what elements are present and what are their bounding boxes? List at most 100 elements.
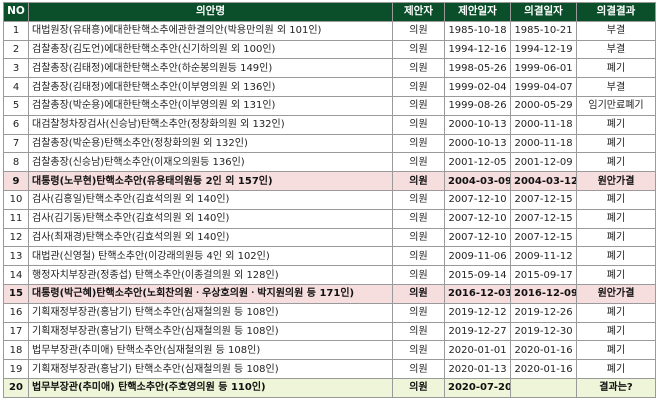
table-row: 12 검사(최재경)탄핵소추안(김효석의원 외 140인) 의원 2007-12-10… xyxy=(3,227,656,248)
cell-bill-name: 검찰총장(박순용)탄핵소추안(정창화의원 외 132인) xyxy=(28,133,393,154)
cell-no: 1 xyxy=(3,20,29,41)
cell-decided-date: 1999-06-01 xyxy=(510,58,577,79)
cell-proposed-date: 2007-12-10 xyxy=(444,227,511,248)
cell-result: 폐기 xyxy=(576,152,656,173)
cell-proposer: 의원 xyxy=(392,283,445,304)
cell-bill-name: 법무부장관(추미애) 탄핵소추안(심재철의원 등 108인) xyxy=(28,340,393,361)
cell-result: 폐기 xyxy=(576,189,656,210)
cell-proposer: 의원 xyxy=(392,189,445,210)
cell-proposed-date: 2020-01-13 xyxy=(444,359,511,379)
cell-proposed-date: 1994-12-16 xyxy=(444,39,511,60)
table-row: 15 대통령(박근혜)탄핵소추안(노회찬의원ㆍ우상호의원ㆍ박지원의원 등 171인… xyxy=(3,283,656,304)
cell-proposed-date: 1985-10-18 xyxy=(444,20,511,41)
cell-decided-date: 2000-05-29 xyxy=(510,95,577,116)
table-row: 7 검찰총장(박순용)탄핵소추안(정창화의원 외 132인) 의원 2000-10-1… xyxy=(3,133,656,154)
cell-decided-date: 2000-11-18 xyxy=(510,133,577,154)
cell-proposed-date: 1999-08-26 xyxy=(444,95,511,116)
cell-result: 폐기 xyxy=(576,227,656,248)
table-row: 5 검찰총장(박순용)에대한탄핵소추안(이부영의원 외 131인) 의원 1999-0… xyxy=(3,95,656,116)
header-bill-name: 의안명 xyxy=(28,2,393,22)
cell-proposed-date: 2000-10-13 xyxy=(444,133,511,154)
cell-decided-date: 1985-10-21 xyxy=(510,20,577,41)
cell-proposed-date: 2016-12-03 xyxy=(444,283,511,304)
header-decided-date: 의결일자 xyxy=(510,2,577,22)
cell-no: 14 xyxy=(3,265,29,285)
table-row: 9 대통령(노무현)탄핵소추안(유용태의원등 2인 외 157인) 의원 2004-0… xyxy=(3,171,656,191)
cell-no: 19 xyxy=(3,359,29,379)
table-row: 18 법무부장관(추미애) 탄핵소추안(심재철의원 등 108인) 의원 2020-0… xyxy=(3,340,656,361)
cell-no: 3 xyxy=(3,58,29,79)
cell-proposer: 의원 xyxy=(392,377,445,398)
cell-result: 원안가결 xyxy=(576,283,656,304)
cell-bill-name: 검사(김홍일)탄핵소추안(김효석의원 외 140인) xyxy=(28,189,393,210)
cell-no: 10 xyxy=(3,189,29,210)
cell-proposer: 의원 xyxy=(392,340,445,361)
cell-bill-name: 검찰총장(김태정)에대한탄핵소추안(이부영의원 외 136인) xyxy=(28,77,393,97)
cell-result: 폐기 xyxy=(576,359,656,379)
cell-proposer: 의원 xyxy=(392,95,445,116)
cell-proposed-date: 2001-12-05 xyxy=(444,152,511,173)
header-no: NO xyxy=(3,2,29,22)
cell-proposer: 의원 xyxy=(392,58,445,79)
cell-result: 폐기 xyxy=(576,246,656,267)
cell-result: 폐기 xyxy=(576,321,656,342)
cell-no: 11 xyxy=(3,208,29,229)
cell-decided-date: 1999-04-07 xyxy=(510,77,577,97)
cell-result: 폐기 xyxy=(576,340,656,361)
cell-bill-name: 검찰총장(박순용)에대한탄핵소추안(이부영의원 외 131인) xyxy=(28,95,393,116)
cell-proposer: 의원 xyxy=(392,133,445,154)
cell-proposer: 의원 xyxy=(392,227,445,248)
header-proposer: 제안자 xyxy=(392,2,445,22)
cell-bill-name: 기획재정부장관(홍남기) 탄핵소추안(심재철의원 등 108인) xyxy=(28,321,393,342)
cell-decided-date: 2007-12-15 xyxy=(510,189,577,210)
cell-proposed-date: 2020-07-20 xyxy=(444,377,511,398)
cell-result: 부결 xyxy=(576,77,656,97)
cell-no: 20 xyxy=(3,377,29,398)
cell-decided-date xyxy=(510,377,577,398)
cell-decided-date: 2015-09-17 xyxy=(510,265,577,285)
impeachment-bills-table: NO 의안명 제안자 제안일자 의결일자 의결결과 1 대법원장(유태흥)에대한탄… xyxy=(3,2,656,398)
cell-result: 결과는? xyxy=(576,377,656,398)
cell-result: 부결 xyxy=(576,39,656,60)
cell-decided-date: 2001-12-09 xyxy=(510,152,577,173)
header-result: 의결결과 xyxy=(576,2,656,22)
table-row: 13 대법관(신영철) 탄핵소추안(이강래의원등 4인 외 102인) 의원 2009… xyxy=(3,246,656,267)
cell-proposer: 의원 xyxy=(392,208,445,229)
cell-no: 18 xyxy=(3,340,29,361)
cell-bill-name: 대법원장(유태흥)에대한탄핵소추에관한결의안(박용만의원 외 101인) xyxy=(28,20,393,41)
header-proposed-date: 제안일자 xyxy=(444,2,511,22)
cell-bill-name: 대통령(노무현)탄핵소추안(유용태의원등 2인 외 157인) xyxy=(28,171,393,191)
cell-decided-date: 2019-12-26 xyxy=(510,302,577,323)
cell-proposed-date: 2000-10-13 xyxy=(444,114,511,135)
cell-bill-name: 검찰총장(신승남)탄핵소추안(이재오의원등 136인) xyxy=(28,152,393,173)
cell-bill-name: 검찰총장(김도언)에대한탄핵소추안(신기하의원 외 100인) xyxy=(28,39,393,60)
table-row: 1 대법원장(유태흥)에대한탄핵소추에관한결의안(박용만의원 외 101인) 의원 1… xyxy=(3,20,656,41)
cell-bill-name: 행정자치부장관(정종섭) 탄핵소추안(이종걸의원 외 128인) xyxy=(28,265,393,285)
table-body: 1 대법원장(유태흥)에대한탄핵소추에관한결의안(박용만의원 외 101인) 의원 1… xyxy=(3,20,656,398)
cell-proposer: 의원 xyxy=(392,171,445,191)
cell-proposed-date: 2009-11-06 xyxy=(444,246,511,267)
cell-no: 15 xyxy=(3,283,29,304)
cell-decided-date: 2004-03-12 xyxy=(510,171,577,191)
table-row: 4 검찰총장(김태정)에대한탄핵소추안(이부영의원 외 136인) 의원 1999-0… xyxy=(3,77,656,97)
table-row: 6 대검찰청차장검사(신승남)탄핵소추안(정창화의원 외 132인) 의원 2000-… xyxy=(3,114,656,135)
cell-no: 6 xyxy=(3,114,29,135)
table-row: 14 행정자치부장관(정종섭) 탄핵소추안(이종걸의원 외 128인) 의원 2015… xyxy=(3,265,656,285)
cell-bill-name: 검사(김기동)탄핵소추안(김효석의원 외 140인) xyxy=(28,208,393,229)
cell-decided-date: 2016-12-09 xyxy=(510,283,577,304)
table-row: 2 검찰총장(김도언)에대한탄핵소추안(신기하의원 외 100인) 의원 1994-1… xyxy=(3,39,656,60)
cell-proposer: 의원 xyxy=(392,265,445,285)
cell-bill-name: 기획재정부장관(홍남기) 탄핵소추안(심재철의원 등 108인) xyxy=(28,302,393,323)
table-header-row: NO 의안명 제안자 제안일자 의결일자 의결결과 xyxy=(3,2,656,22)
cell-result: 폐기 xyxy=(576,208,656,229)
cell-bill-name: 검사(최재경)탄핵소추안(김효석의원 외 140인) xyxy=(28,227,393,248)
cell-proposer: 의원 xyxy=(392,321,445,342)
table-row: 8 검찰총장(신승남)탄핵소추안(이재오의원등 136인) 의원 2001-12-05… xyxy=(3,152,656,173)
cell-no: 16 xyxy=(3,302,29,323)
cell-proposed-date: 2019-12-12 xyxy=(444,302,511,323)
cell-decided-date: 2020-01-16 xyxy=(510,359,577,379)
cell-proposer: 의원 xyxy=(392,359,445,379)
cell-proposed-date: 2007-12-10 xyxy=(444,189,511,210)
cell-decided-date: 2007-12-15 xyxy=(510,227,577,248)
cell-bill-name: 법무부장관(추미애) 탄핵소추안(주호영의원 등 110인) xyxy=(28,377,393,398)
